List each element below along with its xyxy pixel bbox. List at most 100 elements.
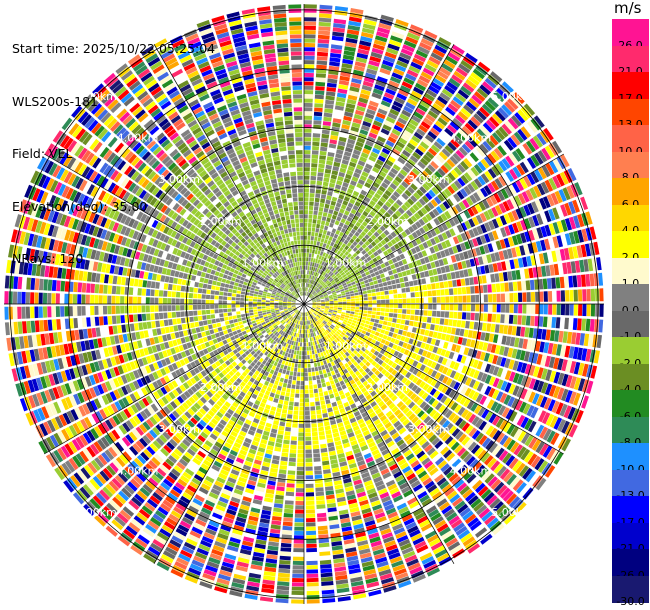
velocity-gate — [314, 293, 318, 297]
velocity-gate — [325, 244, 330, 249]
velocity-gate — [507, 117, 519, 130]
velocity-gate — [401, 288, 406, 293]
velocity-gate — [375, 35, 388, 43]
velocity-gate — [306, 283, 309, 288]
velocity-gate — [279, 560, 291, 565]
velocity-gate — [483, 185, 492, 196]
velocity-gate — [438, 274, 444, 282]
velocity-gate — [336, 149, 344, 155]
velocity-gate — [332, 471, 341, 477]
velocity-gate — [511, 182, 521, 193]
velocity-gate — [312, 299, 316, 302]
velocity-gate — [326, 403, 332, 409]
velocity-gate — [521, 280, 527, 291]
velocity-gate — [289, 371, 294, 376]
velocity-gate — [393, 273, 399, 279]
velocity-gate — [556, 220, 564, 233]
velocity-gate — [305, 488, 314, 493]
velocity-gate — [306, 274, 309, 279]
velocity-gate — [310, 279, 313, 284]
velocity-gate — [393, 308, 398, 313]
velocity-gate — [320, 256, 325, 261]
velocity-gate — [447, 103, 459, 113]
velocity-gate — [499, 324, 504, 334]
velocity-gate — [321, 452, 329, 457]
velocity-gate — [306, 526, 316, 531]
velocity-gate — [552, 175, 561, 189]
velocity-gate — [463, 104, 474, 115]
velocity-gate — [399, 52, 412, 61]
velocity-gate — [379, 67, 391, 76]
velocity-gate — [326, 160, 333, 166]
velocity-gate — [365, 140, 374, 147]
velocity-gate — [295, 393, 300, 398]
velocity-gate — [350, 308, 355, 312]
velocity-gate — [370, 227, 376, 234]
velocity-gate — [272, 424, 279, 430]
velocity-gate — [326, 231, 331, 236]
velocity-gate — [316, 254, 320, 259]
velocity-gate — [517, 315, 522, 325]
velocity-gate — [490, 180, 500, 191]
velocity-gate — [507, 211, 515, 223]
velocity-gate — [305, 415, 310, 420]
velocity-gate — [334, 6, 349, 12]
velocity-gate — [493, 90, 505, 103]
velocity-gate — [375, 315, 380, 320]
velocity-gate — [288, 375, 293, 380]
velocity-gate — [481, 275, 487, 284]
velocity-gate — [448, 77, 461, 88]
velocity-gate — [322, 413, 328, 418]
velocity-gate — [327, 240, 332, 245]
velocity-gate — [442, 273, 448, 281]
velocity-gate — [517, 281, 522, 291]
velocity-gate — [455, 328, 461, 336]
velocity-gate — [540, 226, 548, 238]
velocity-gate — [304, 30, 316, 35]
velocity-gate — [311, 154, 319, 159]
velocity-gate — [467, 137, 478, 148]
velocity-gate — [421, 96, 433, 106]
velocity-gate — [328, 209, 334, 215]
velocity-gate — [582, 289, 587, 302]
velocity-gate — [283, 513, 293, 518]
velocity-gate — [573, 304, 578, 316]
velocity-gate — [411, 274, 417, 280]
velocity-gate — [347, 165, 355, 172]
velocity-gate — [358, 278, 364, 282]
velocity-gate — [464, 230, 472, 240]
velocity-gate — [327, 74, 338, 80]
velocity-gate — [403, 177, 412, 186]
velocity-gate — [560, 154, 570, 168]
velocity-gate — [354, 201, 361, 207]
velocity-gate — [359, 204, 366, 210]
velocity-gate — [376, 174, 385, 182]
velocity-gate — [325, 399, 331, 405]
velocity-gate — [321, 282, 325, 286]
velocity-gate — [530, 304, 536, 314]
velocity-gate — [306, 346, 309, 351]
velocity-gate — [559, 171, 569, 185]
velocity-gate — [313, 457, 321, 462]
velocity-gate — [404, 162, 414, 170]
velocity-gate — [337, 298, 342, 301]
velocity-gate — [295, 492, 304, 497]
velocity-gate — [511, 247, 517, 258]
velocity-gate — [312, 300, 317, 302]
velocity-gate — [332, 27, 345, 33]
velocity-gate — [426, 89, 438, 98]
velocity-gate — [274, 380, 279, 386]
velocity-gate — [507, 137, 518, 149]
velocity-gate — [581, 395, 589, 409]
velocity-gate — [306, 329, 309, 334]
velocity-gate — [392, 100, 404, 109]
velocity-gate — [322, 243, 327, 248]
velocity-gate — [474, 203, 483, 213]
velocity-gate — [380, 246, 386, 252]
velocity-gate — [318, 387, 323, 393]
velocity-gate — [318, 285, 322, 289]
velocity-gate — [319, 280, 323, 284]
velocity-gate — [374, 192, 381, 200]
velocity-gate — [447, 141, 457, 152]
velocity-gate — [275, 490, 285, 496]
